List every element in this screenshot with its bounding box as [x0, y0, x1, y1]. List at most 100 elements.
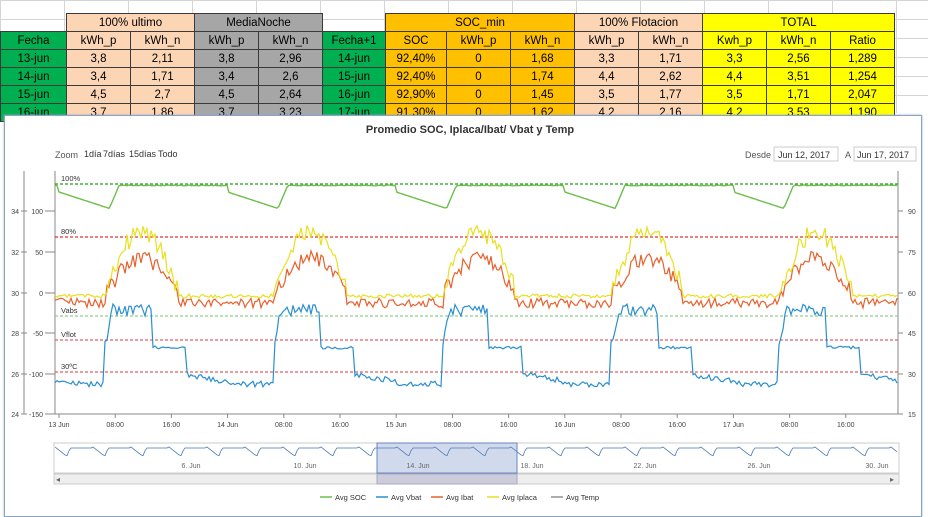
table-cell[interactable]: 3,3	[574, 49, 639, 68]
x-tick-label: 08:00	[612, 422, 630, 429]
table-cell[interactable]: 14-jun	[322, 49, 386, 68]
x-tick-label: 17 Jun	[723, 422, 744, 429]
table-cell[interactable]: 3,3	[702, 49, 767, 68]
range-to-label: A	[845, 150, 851, 160]
navigator-tick-label: 10. Jun	[294, 463, 317, 470]
table-cell[interactable]: 15-jun	[322, 67, 386, 86]
table-cell[interactable]: 1,77	[638, 85, 703, 104]
col-header[interactable]: kWh_p	[446, 31, 511, 50]
col-header[interactable]: Fecha	[0, 31, 67, 50]
table-cell[interactable]: 15-jun	[0, 85, 67, 104]
col-header[interactable]: kWh_p	[66, 31, 131, 50]
range-to-input[interactable]	[853, 146, 917, 162]
group-header-ultimo[interactable]: 100% ultimo	[66, 13, 195, 32]
navigator-tick-label: 6. Jun	[181, 463, 200, 470]
col-header[interactable]: Fecha+1	[322, 31, 386, 50]
table-cell[interactable]: 3,4	[66, 67, 131, 86]
col-header[interactable]: Ratio	[830, 31, 895, 50]
x-tick-label: 16:00	[837, 422, 855, 429]
col-header[interactable]: kWh_n	[638, 31, 703, 50]
col-header[interactable]: kWh_p	[574, 31, 639, 50]
scroll-left-icon[interactable]: ◂	[56, 475, 60, 484]
y-tick-label-outer: 26	[11, 372, 19, 379]
col-header[interactable]: kWh_p	[194, 31, 259, 50]
table-cell[interactable]: 1,74	[510, 67, 575, 86]
y-tick-label-right: 75	[908, 250, 916, 257]
table-cell[interactable]: 3,4	[194, 67, 259, 86]
table-row: 14-jun 3,4 1,71 3,4 2,6 15-jun 92,40% 0 …	[0, 67, 895, 86]
table-cell[interactable]: 92,90%	[385, 85, 447, 104]
col-header[interactable]: Kwh_p	[702, 31, 767, 50]
zoom-option-15d[interactable]: 15días	[129, 149, 157, 159]
table-cell[interactable]: 2,64	[258, 85, 323, 104]
zoom-option-1d[interactable]: 1día	[84, 149, 102, 159]
table-cell[interactable]: 1,71	[766, 85, 831, 104]
table-cell[interactable]: 2,7	[130, 85, 195, 104]
navigator-tick-label: 18. Jun	[521, 463, 544, 470]
table-cell[interactable]: 0	[446, 67, 511, 86]
table-cell[interactable]: 3,51	[766, 67, 831, 86]
table-cell[interactable]: 0	[446, 49, 511, 68]
table-row: 13-jun 3,8 2,11 3,8 2,96 14-jun 92,40% 0…	[0, 49, 895, 68]
table-cell[interactable]: 4,5	[66, 85, 131, 104]
col-header[interactable]: kWh_n	[130, 31, 195, 50]
table-cell[interactable]: 4,5	[194, 85, 259, 104]
y-tick-label-right: 90	[908, 209, 916, 216]
table-cell[interactable]: 16-jun	[322, 85, 386, 104]
plot-area	[55, 171, 898, 414]
table-cell[interactable]: 13-jun	[0, 49, 67, 68]
table-cell[interactable]: 3,8	[194, 49, 259, 68]
zoom-option-all[interactable]: Todo	[158, 149, 178, 159]
table-cell[interactable]: 1,68	[510, 49, 575, 68]
group-header-soc-min[interactable]: SOC_min	[385, 13, 575, 32]
table-cell[interactable]: 1,71	[638, 49, 703, 68]
table-cell[interactable]: 2,56	[766, 49, 831, 68]
table-cell[interactable]: 3,8	[66, 49, 131, 68]
table-cell[interactable]: 1,289	[830, 49, 895, 68]
y-tick-label-inner: -50	[33, 331, 43, 338]
group-header-medianoche[interactable]: MediaNoche	[194, 13, 323, 32]
table-cell[interactable]: 2,96	[258, 49, 323, 68]
x-axis-ticks: 13 Jun 08:00 16:00 14 Jun 08:00 16:00 15 Jun 08…	[48, 414, 855, 429]
table-cell[interactable]: 1,45	[510, 85, 575, 104]
navigator[interactable]: 6. Jun 10. Jun 14. Jun 18. Jun 22. Jun 26. Ju…	[53, 442, 900, 474]
table-cell[interactable]: 4,4	[574, 67, 639, 86]
table-cell[interactable]: 2,6	[258, 67, 323, 86]
table-cell[interactable]: 3,5	[574, 85, 639, 104]
group-header-flotacion[interactable]: 100% Flotacion	[574, 13, 703, 32]
table-cell[interactable]: 14-jun	[0, 67, 67, 86]
col-header[interactable]: kWh_n	[510, 31, 575, 50]
table-cell[interactable]: 0	[446, 85, 511, 104]
series-line-avg-soc	[54, 184, 898, 210]
zoom-option-7d[interactable]: 7días	[103, 149, 126, 159]
col-header[interactable]: SOC	[385, 31, 447, 50]
legend-item: Avg SOC	[335, 493, 367, 502]
series-group	[54, 184, 898, 389]
x-tick-label: 13 Jun	[48, 422, 69, 429]
chart-svg: Promedio SOC, Iplaca/Ibat/ Vbat y Temp Z…	[11, 124, 917, 502]
table-cell[interactable]: 3,5	[702, 85, 767, 104]
navigator-selection	[376, 442, 518, 474]
table-cell[interactable]: 1,71	[130, 67, 195, 86]
group-header-total[interactable]: TOTAL	[702, 13, 895, 32]
col-header[interactable]: kWh_n	[766, 31, 831, 50]
y-tick-label-right: 15	[908, 412, 916, 419]
y-tick-label-right: 30	[908, 372, 916, 379]
x-tick-label: 08:00	[106, 422, 124, 429]
x-tick-label: 14 Jun	[217, 422, 238, 429]
y-tick-label-outer: 28	[11, 331, 19, 338]
table-cell[interactable]: 2,047	[830, 85, 895, 104]
table-cell[interactable]: 1,254	[830, 67, 895, 86]
x-tick-label: 15 Jun	[386, 422, 407, 429]
x-tick-label: 16:00	[500, 422, 518, 429]
plot-line-label: 100%	[61, 174, 81, 183]
table-cell[interactable]: 92,40%	[385, 49, 447, 68]
scroll-right-icon[interactable]: ▸	[890, 475, 894, 484]
table-cell[interactable]: 2,62	[638, 67, 703, 86]
table-cell[interactable]: 4,4	[702, 67, 767, 86]
table-cell[interactable]: 92,40%	[385, 67, 447, 86]
range-from-input[interactable]	[773, 146, 839, 162]
col-header[interactable]: kWh_n	[258, 31, 323, 50]
table-cell[interactable]: 2,11	[130, 49, 195, 68]
scrollbar-thumb[interactable]	[376, 473, 518, 485]
